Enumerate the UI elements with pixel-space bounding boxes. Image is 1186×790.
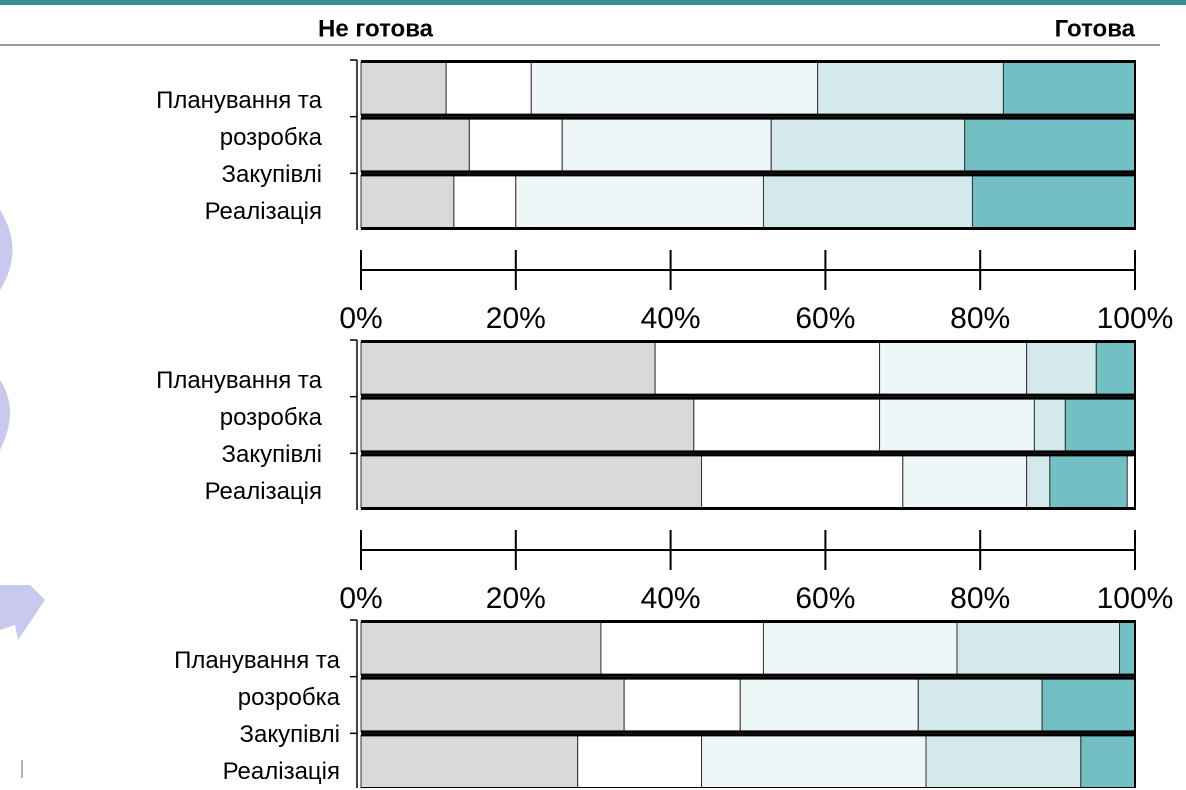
x-tick-label: 0% bbox=[339, 582, 382, 615]
category-label: Закупівлі bbox=[239, 721, 340, 748]
category-labels: Планування та розробка Закупівлі Реалізаці… bbox=[102, 362, 322, 510]
bar-segment bbox=[530, 61, 819, 116]
x-tick-label: 60% bbox=[795, 582, 855, 615]
bar-segment bbox=[1026, 341, 1097, 396]
bar-segment bbox=[360, 734, 579, 788]
bar-segment bbox=[453, 174, 517, 229]
x-tick-label: 20% bbox=[486, 302, 546, 335]
category-label: Планування та розробка bbox=[156, 367, 322, 431]
bar-segment bbox=[1049, 454, 1128, 509]
bar-segment bbox=[917, 678, 1043, 732]
header-right: Готова bbox=[1055, 15, 1136, 42]
bar-segment bbox=[1002, 61, 1136, 116]
bar-segment bbox=[360, 621, 602, 676]
decor-arrow bbox=[0, 210, 13, 290]
bar-segment bbox=[925, 734, 1082, 788]
category-label: Планування та розробка bbox=[174, 647, 340, 711]
bar-segment bbox=[623, 678, 741, 732]
x-tick-label: 100% bbox=[1097, 302, 1174, 335]
bar-segment bbox=[964, 118, 1136, 172]
bar-segment bbox=[360, 398, 695, 452]
bar-segment bbox=[971, 174, 1136, 229]
bar-segment bbox=[468, 118, 563, 172]
bar-segment bbox=[770, 118, 966, 172]
header-left: Не готова bbox=[318, 15, 434, 42]
bar-segment bbox=[445, 61, 532, 116]
bar-segment bbox=[879, 398, 1035, 452]
category-labels: Планування та розробка Закупівлі Реалізаці… bbox=[102, 82, 322, 230]
bar-segment bbox=[817, 61, 1004, 116]
category-label: Реалізація bbox=[222, 758, 340, 785]
bar-segment bbox=[693, 398, 881, 452]
bar-segment bbox=[360, 678, 625, 732]
bar-segment bbox=[762, 621, 958, 676]
bar-segment bbox=[1095, 341, 1136, 396]
category-labels: Планування та розробка Закупівлі Реалізаці… bbox=[120, 642, 340, 790]
bar-segment bbox=[1041, 678, 1136, 732]
bar-segment bbox=[360, 454, 703, 509]
x-tick-label: 100% bbox=[1097, 582, 1174, 615]
x-tick-label: 20% bbox=[486, 582, 546, 615]
category-label: Закупівлі bbox=[221, 161, 322, 188]
bar-segment bbox=[654, 341, 881, 396]
bar-segment bbox=[956, 621, 1121, 676]
x-tick-label: 80% bbox=[950, 582, 1010, 615]
category-label: Реалізація bbox=[204, 198, 322, 225]
bar-segment bbox=[739, 678, 919, 732]
bar-segment bbox=[902, 454, 1028, 509]
x-tick-label: 40% bbox=[641, 302, 701, 335]
bar-segment bbox=[515, 174, 764, 229]
category-label: Закупівлі bbox=[221, 441, 322, 468]
x-tick-label: 40% bbox=[641, 582, 701, 615]
bar-segment bbox=[701, 454, 904, 509]
x-tick-label: 60% bbox=[795, 302, 855, 335]
x-tick-label: 80% bbox=[950, 302, 1010, 335]
bar-segment bbox=[577, 734, 703, 788]
bar-segment bbox=[360, 118, 470, 172]
bar-segment bbox=[701, 734, 927, 788]
decor-arrow bbox=[0, 380, 10, 450]
bar-segment bbox=[1026, 454, 1051, 509]
bar-segment bbox=[1119, 621, 1136, 676]
bar-segment bbox=[762, 174, 973, 229]
bar-segment bbox=[1033, 398, 1066, 452]
bar-segment bbox=[561, 118, 772, 172]
bar-segment bbox=[360, 174, 455, 229]
top-rule bbox=[0, 0, 1186, 5]
bar-segment bbox=[879, 341, 1028, 396]
category-label: Планування та розробка bbox=[156, 87, 322, 151]
bar-segment bbox=[1080, 734, 1136, 788]
x-tick-label: 0% bbox=[339, 302, 382, 335]
bar-segment bbox=[600, 621, 764, 676]
bar-segment bbox=[360, 341, 656, 396]
bar-segment bbox=[1064, 398, 1136, 452]
decor-arrow bbox=[0, 575, 45, 640]
bar-segment bbox=[360, 61, 447, 116]
category-label: Реалізація bbox=[204, 478, 322, 505]
